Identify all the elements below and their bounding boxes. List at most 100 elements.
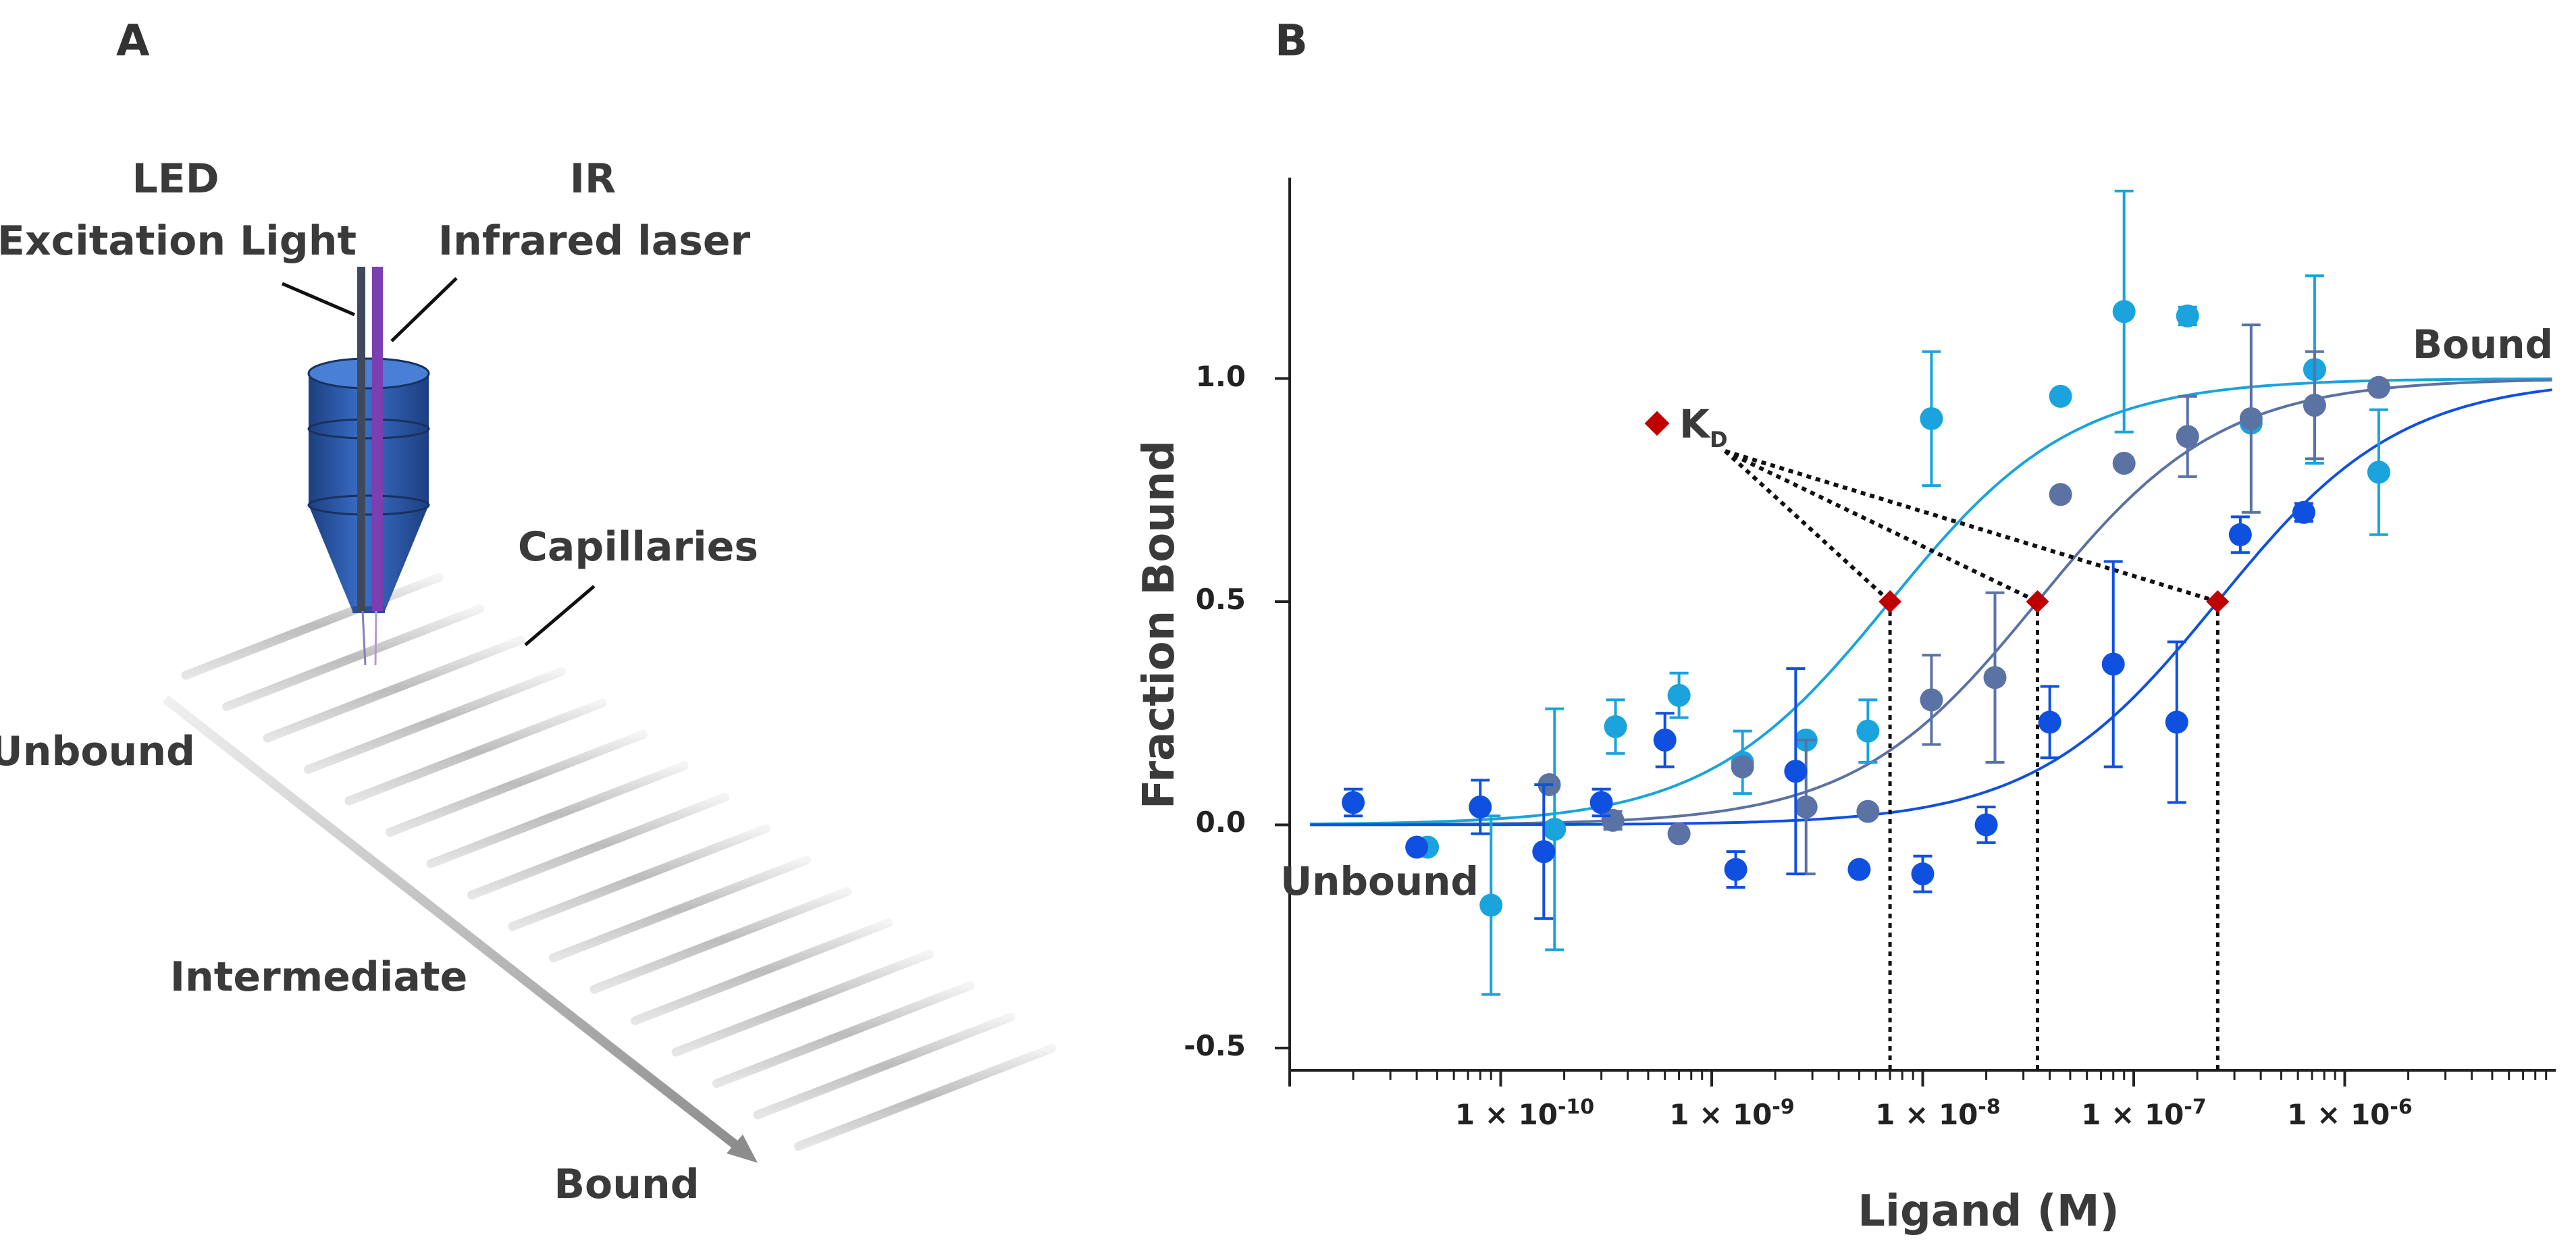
kd-dotted-lines bbox=[1723, 449, 2230, 1070]
bound-annotation: Bound bbox=[2413, 321, 2553, 367]
data-point-series-3 bbox=[1847, 858, 1871, 881]
x-tick-label: 1 × 10-10 bbox=[1455, 1095, 1594, 1131]
panel-a-letter: A bbox=[116, 16, 150, 66]
data-point-series-2 bbox=[1667, 822, 1691, 845]
intermediate-label: Intermediate bbox=[170, 953, 468, 1001]
x-tick-label: 1 × 10-9 bbox=[1669, 1095, 1794, 1131]
data-point-series-1 bbox=[2112, 300, 2136, 323]
ir-label-line1: IR bbox=[570, 155, 616, 203]
kd-legend-label: KD bbox=[1679, 401, 1728, 452]
data-point-series-3 bbox=[1469, 795, 1492, 819]
data-point-series-3 bbox=[2292, 500, 2315, 524]
capillary bbox=[426, 761, 689, 868]
x-tick-label: 1 × 10-7 bbox=[2081, 1095, 2206, 1131]
y-tick-label: 1.0 bbox=[1196, 360, 1246, 393]
data-point-series-3 bbox=[1911, 862, 1935, 886]
data-point-series-3 bbox=[1342, 791, 1365, 814]
capillary bbox=[344, 698, 607, 806]
ir-beam bbox=[374, 610, 377, 666]
capillary bbox=[549, 856, 811, 962]
data-point-series-3 bbox=[2101, 652, 2125, 676]
gradient-arrow bbox=[162, 695, 752, 1159]
capillary bbox=[304, 667, 566, 774]
capillaries-label: Capillaries bbox=[518, 523, 758, 571]
kd-legend: KD bbox=[1644, 401, 1728, 452]
data-point-series-2 bbox=[1920, 688, 1943, 712]
ir-fiber bbox=[372, 267, 383, 611]
data-point-series-2 bbox=[2176, 425, 2199, 448]
data-point-series-3 bbox=[1405, 835, 1429, 859]
data-point-series-3 bbox=[1784, 760, 1808, 783]
kd-legend-marker bbox=[1644, 411, 1670, 436]
kd-pointer-line bbox=[1725, 449, 2219, 604]
panel-b: B 1.0 0.5 0.0 -0.5 1 × 10-10 1 × 10-9 1 … bbox=[1134, 16, 2556, 1236]
capillary bbox=[671, 949, 934, 1057]
capillary bbox=[386, 730, 648, 837]
capillaries-leader-line bbox=[524, 585, 596, 646]
capillary bbox=[508, 824, 770, 931]
data-point-series-1 bbox=[1543, 818, 1567, 841]
x-tick-label: 1 × 10-6 bbox=[2287, 1095, 2412, 1131]
binding-curve-chart: 1.0 0.5 0.0 -0.5 1 × 10-10 1 × 10-9 1 × … bbox=[1134, 178, 2556, 1236]
data-point-series-3 bbox=[1532, 840, 1556, 864]
fit-curve-series-3 bbox=[1310, 388, 2552, 827]
capillary bbox=[263, 635, 525, 743]
data-point-series-1 bbox=[1479, 893, 1503, 917]
data-point-series-3 bbox=[1653, 728, 1677, 752]
capillary bbox=[467, 793, 729, 899]
data-point-series-3 bbox=[1724, 858, 1747, 881]
data-point-series-2 bbox=[1983, 666, 2007, 689]
y-tick-label: 0.5 bbox=[1196, 583, 1246, 616]
data-point-series-1 bbox=[1920, 407, 1943, 430]
data-points bbox=[1342, 189, 2390, 996]
led-beam bbox=[361, 610, 367, 666]
gradient-arrow-head bbox=[727, 1134, 758, 1163]
bound-label: Bound bbox=[554, 1161, 699, 1208]
data-point-series-1 bbox=[2176, 304, 2199, 328]
x-tick-label: 1 × 10-8 bbox=[1875, 1095, 2000, 1131]
kd-pointer-line bbox=[1723, 449, 1892, 604]
capillary bbox=[712, 981, 974, 1088]
capillary bbox=[222, 604, 484, 711]
unbound-label: Unbound bbox=[0, 728, 195, 775]
data-point-series-3 bbox=[2228, 523, 2252, 546]
kd-pointer-line bbox=[1724, 449, 2039, 604]
capillary bbox=[753, 1012, 1016, 1120]
capillary bbox=[794, 1044, 1056, 1151]
data-point-series-1 bbox=[2049, 384, 2072, 408]
axes bbox=[1275, 178, 2556, 1087]
data-point-series-2 bbox=[1731, 755, 1754, 779]
data-point-series-1 bbox=[2367, 461, 2390, 484]
data-point-series-2 bbox=[2303, 394, 2326, 417]
ir-leader-line bbox=[390, 277, 458, 342]
data-point-series-1 bbox=[1856, 719, 1880, 743]
panel-b-letter: B bbox=[1275, 16, 1308, 66]
data-point-series-2 bbox=[2367, 375, 2390, 399]
x-axis-title: Ligand (M) bbox=[1858, 1186, 2120, 1236]
data-point-series-1 bbox=[1667, 683, 1691, 707]
data-point-series-2 bbox=[2049, 483, 2072, 506]
panel-a: A LED Excitation Light IR Infrared laser… bbox=[0, 16, 1056, 1208]
y-tick-label: 0.0 bbox=[1196, 806, 1246, 839]
data-point-series-1 bbox=[1604, 715, 1627, 739]
y-ticks: 1.0 0.5 0.0 -0.5 bbox=[1184, 360, 1246, 1062]
led-label-line1: LED bbox=[132, 155, 219, 203]
data-point-series-3 bbox=[1589, 791, 1613, 814]
capillary bbox=[181, 573, 444, 680]
y-tick-label: -0.5 bbox=[1184, 1029, 1246, 1062]
data-point-series-2 bbox=[2239, 407, 2263, 430]
led-fiber bbox=[357, 267, 365, 611]
capillary-array bbox=[181, 573, 1056, 1151]
led-leader-line bbox=[282, 282, 355, 317]
ir-label-line2: Infrared laser bbox=[438, 217, 751, 265]
data-point-series-3 bbox=[2165, 710, 2188, 734]
led-label-line2: Excitation Light bbox=[0, 217, 357, 265]
unbound-annotation: Unbound bbox=[1280, 858, 1479, 904]
data-point-series-2 bbox=[2112, 452, 2136, 475]
data-point-series-3 bbox=[2038, 710, 2061, 734]
capillary bbox=[589, 887, 852, 994]
data-point-series-3 bbox=[1974, 813, 1998, 837]
data-point-series-2 bbox=[1856, 800, 1880, 823]
objective-lens-icon bbox=[307, 357, 430, 613]
